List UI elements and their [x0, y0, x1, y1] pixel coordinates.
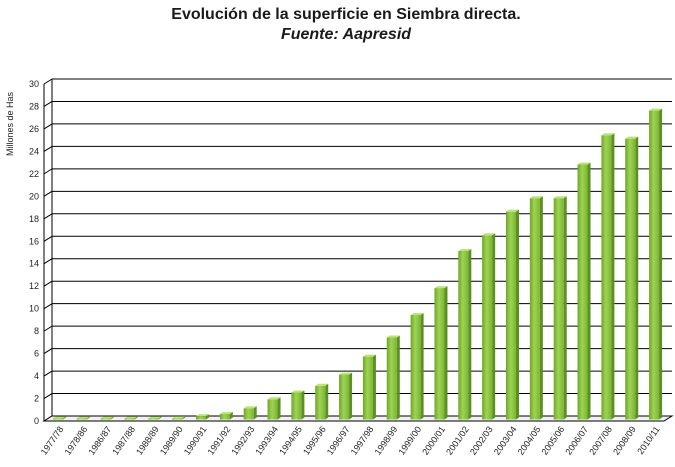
gridline-wall [43, 258, 53, 265]
bar-2005-06 [553, 196, 567, 420]
x-tick-label: 2005/06 [539, 424, 566, 456]
x-tick-label: 1998/99 [373, 424, 400, 456]
bar-1986-87 [100, 416, 114, 420]
x-tick-label: 1995/96 [301, 424, 328, 456]
x-tick-labels: 1977/781978/861986/871987/881988/891989/… [39, 424, 662, 456]
bar-2006-07 [577, 162, 591, 420]
y-tick-label: 26 [29, 124, 39, 134]
x-tick-label: 2004/05 [516, 424, 543, 456]
chart-subtitle: Fuente: Aapresid [281, 26, 412, 43]
x-tick-label: 1993/94 [253, 424, 280, 456]
bar-2007-08 [601, 133, 615, 420]
bar-1995-96 [315, 383, 329, 420]
y-tick-label: 20 [29, 191, 39, 201]
bar-1978-86 [76, 416, 90, 420]
chart-title: Evolución de la superficie en Siembra di… [171, 6, 520, 23]
bar-2002-03 [482, 233, 496, 420]
gridline-wall [43, 145, 53, 152]
bar-1991-92 [219, 411, 233, 420]
y-tick-label: 2 [34, 394, 39, 404]
x-tick-label: 1991/92 [206, 424, 233, 456]
x-tick-label: 1990/91 [182, 424, 209, 456]
gridline-wall [43, 123, 53, 130]
gridline-wall [43, 190, 53, 197]
gridline-wall [43, 101, 53, 107]
bars [52, 108, 663, 420]
x-tick-label: 2000/01 [420, 424, 447, 456]
bar-1990-91 [195, 414, 210, 420]
bar-2008-09 [625, 136, 639, 420]
bar-1993-94 [267, 397, 281, 420]
bar-2004-05 [529, 196, 543, 420]
gridline-wall [43, 325, 53, 332]
bar-2010-11 [649, 108, 663, 420]
x-tick-label: 2008/09 [611, 424, 638, 456]
bar-1999-00 [410, 313, 424, 420]
x-tick-label: 1988/89 [134, 424, 161, 456]
y-tick-label: 30 [29, 79, 39, 89]
gridline-wall [43, 280, 53, 287]
y-tick-label: 8 [34, 326, 39, 336]
bar-1977-78 [52, 416, 66, 420]
x-tick-label: 2001/02 [444, 424, 471, 456]
bar-1988-89 [148, 416, 162, 420]
x-tick-label: 1996/97 [325, 424, 352, 456]
gridline-wall [43, 168, 53, 175]
x-tick-label: 2002/03 [468, 424, 495, 456]
bar-1987-88 [124, 416, 138, 420]
y-axis-label: Millones de Has [5, 91, 15, 156]
x-tick-label: 2010/11 [635, 424, 661, 456]
y-tick-label: 10 [29, 304, 39, 314]
y-tick-label: 16 [29, 236, 39, 246]
bar-1998-99 [386, 335, 400, 420]
gridline-wall [43, 213, 53, 220]
x-tick-label: 1992/93 [229, 424, 256, 456]
bar-1992-93 [243, 406, 257, 420]
x-tick-label: 1986/87 [86, 424, 113, 456]
gridline-wall [43, 303, 53, 310]
y-tick-label: 4 [34, 371, 39, 381]
x-tick-label: 1978/86 [63, 424, 90, 456]
bar-2001-02 [458, 249, 472, 420]
y-tick-label: 6 [34, 349, 39, 359]
x-tick-label: 1987/88 [110, 424, 137, 456]
x-tick-label: 1989/90 [158, 424, 185, 456]
gridline-wall [43, 393, 53, 399]
y-tick-label: 0 [34, 416, 39, 426]
y-tick-label: 14 [29, 259, 39, 269]
y-tick-label: 18 [29, 214, 39, 224]
y-tick-label: 28 [29, 101, 39, 111]
gridline-wall [43, 348, 53, 355]
y-tick-label: 22 [29, 169, 39, 179]
gridline-wall [43, 78, 53, 85]
x-tick-label: 1994/95 [277, 424, 304, 456]
gridline-wall [43, 235, 53, 242]
bar-1989-90 [172, 416, 186, 420]
gridline-wall [43, 370, 53, 377]
x-tick-label: 1999/00 [396, 424, 423, 456]
x-tick-label: 2007/08 [587, 424, 614, 456]
x-tick-label: 2003/04 [492, 424, 519, 456]
gridlines [43, 78, 672, 422]
bar-1997-98 [362, 354, 376, 420]
x-tick-label: 2006/07 [563, 424, 590, 456]
y-tick-label: 24 [29, 146, 39, 156]
bar-1996-97 [339, 372, 353, 420]
bar-2003-04 [505, 209, 520, 420]
x-tick-label: 1997/98 [349, 424, 376, 456]
bar-1994-95 [291, 390, 305, 420]
bar-2000-01 [434, 286, 448, 420]
y-tick-label: 12 [29, 281, 39, 291]
x-tick-label: 1977/78 [39, 424, 66, 456]
